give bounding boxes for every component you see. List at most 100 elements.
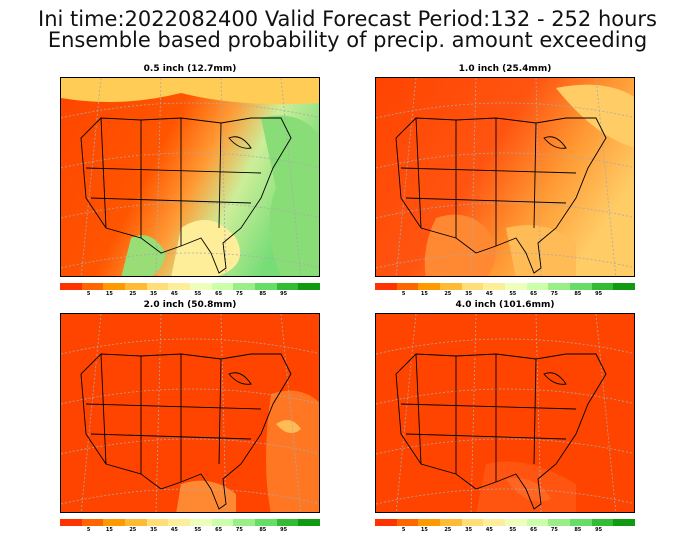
header-line-1: Ini time:2022082400 Valid Forecast Perio… — [38, 7, 657, 31]
colorbar-swatch — [211, 283, 234, 290]
colorbar-swatch — [125, 519, 147, 526]
colorbar-label: 15 — [420, 291, 428, 297]
colorbar-label: 35 — [465, 527, 473, 533]
colorbar-swatch — [168, 283, 191, 290]
colorbar-label: 35 — [150, 527, 158, 533]
colorbar-labels: 5 15 25 35 45 55 65 75 85 95 — [60, 527, 320, 535]
colorbar-swatch — [548, 283, 571, 290]
colorbar-label: 5 — [86, 527, 91, 533]
colorbar-swatch — [276, 283, 299, 290]
colorbar-label: 75 — [235, 527, 243, 533]
colorbar-swatch — [146, 283, 169, 290]
colorbar-swatch — [276, 519, 299, 526]
colorbar-swatch — [233, 519, 256, 526]
colorbar-label: 45 — [170, 527, 178, 533]
colorbar-swatch — [440, 283, 462, 290]
colorbar-label: 85 — [259, 527, 267, 533]
colorbar-swatch — [60, 519, 82, 526]
colorbar-label: 95 — [595, 527, 603, 533]
colorbar-label: 85 — [574, 291, 582, 297]
panel-title: 4.0 inch (101.6mm) — [455, 300, 555, 310]
colorbar-label: 55 — [194, 291, 202, 297]
colorbar-swatch — [255, 519, 277, 526]
colorbar-swatch — [570, 519, 592, 526]
colorbar-label: 15 — [105, 527, 113, 533]
colorbar-swatch — [591, 519, 614, 526]
colorbar-label: 45 — [485, 291, 493, 297]
colorbar-swatch — [103, 283, 126, 290]
colorbar-label: 95 — [595, 291, 603, 297]
colorbar-label: 55 — [194, 527, 202, 533]
panel-title: 1.0 inch (25.4mm) — [458, 64, 552, 74]
probability-map — [375, 313, 635, 513]
colorbar-label: 25 — [129, 527, 137, 533]
colorbar — [60, 283, 321, 290]
header-line-2: Ensemble based probability of precip. am… — [47, 28, 648, 52]
colorbar-swatch — [190, 519, 212, 526]
colorbar-swatch — [233, 283, 256, 290]
colorbar-swatch — [146, 519, 169, 526]
colorbar-swatch — [396, 519, 419, 526]
map-graphic — [376, 314, 634, 512]
colorbar-label: 95 — [280, 291, 288, 297]
colorbar-labels: 5 15 25 35 45 55 65 75 85 95 — [375, 527, 635, 535]
colorbar-swatch — [81, 283, 104, 290]
colorbar-swatch — [81, 519, 104, 526]
map-graphic — [61, 78, 319, 276]
colorbar-swatch — [375, 283, 397, 290]
colorbar — [60, 519, 321, 526]
probability-map — [375, 77, 635, 277]
colorbar-label: 75 — [550, 291, 558, 297]
colorbar — [375, 519, 636, 526]
colorbar-label: 65 — [530, 527, 538, 533]
colorbar-swatch — [298, 519, 321, 526]
colorbar-label: 25 — [444, 527, 452, 533]
colorbar-label: 45 — [170, 291, 178, 297]
colorbar-swatch — [505, 283, 527, 290]
colorbar-swatch — [168, 519, 191, 526]
colorbar-swatch — [613, 519, 636, 526]
colorbar-swatch — [60, 283, 82, 290]
colorbar — [375, 283, 636, 290]
colorbar-swatch — [526, 283, 549, 290]
colorbar-swatch — [526, 519, 549, 526]
colorbar-swatch — [103, 519, 126, 526]
colorbar-label: 75 — [235, 291, 243, 297]
colorbar-label: 85 — [259, 291, 267, 297]
colorbar-label: 5 — [86, 291, 91, 297]
colorbar-label: 15 — [105, 291, 113, 297]
colorbar-swatch — [461, 519, 484, 526]
colorbar-swatch — [591, 283, 614, 290]
colorbar-label: 35 — [465, 291, 473, 297]
colorbar-label: 65 — [215, 291, 223, 297]
colorbar-swatch — [396, 283, 419, 290]
map-graphic — [376, 78, 634, 276]
colorbar-label: 85 — [574, 527, 582, 533]
colorbar-labels: 5 15 25 35 45 55 65 75 85 95 — [375, 291, 635, 299]
colorbar-label: 55 — [509, 527, 517, 533]
colorbar-swatch — [461, 283, 484, 290]
colorbar-label: 95 — [280, 527, 288, 533]
colorbar-swatch — [440, 519, 462, 526]
map-graphic — [61, 314, 319, 512]
colorbar-swatch — [418, 519, 441, 526]
colorbar-label: 15 — [420, 527, 428, 533]
colorbar-swatch — [548, 519, 571, 526]
colorbar-swatch — [298, 283, 321, 290]
colorbar-label: 45 — [485, 527, 493, 533]
colorbar-label: 65 — [530, 291, 538, 297]
colorbar-swatch — [255, 283, 277, 290]
colorbar-swatch — [613, 283, 636, 290]
colorbar-label: 25 — [444, 291, 452, 297]
colorbar-swatch — [375, 519, 397, 526]
colorbar-label: 55 — [509, 291, 517, 297]
probability-map — [60, 313, 320, 513]
panel-title: 2.0 inch (50.8mm) — [143, 300, 237, 310]
colorbar-label: 5 — [401, 291, 406, 297]
colorbar-swatch — [483, 283, 506, 290]
colorbar-label: 75 — [550, 527, 558, 533]
panel-title: 0.5 inch (12.7mm) — [143, 64, 237, 74]
colorbar-swatch — [211, 519, 234, 526]
colorbar-label: 35 — [150, 291, 158, 297]
colorbar-label: 65 — [215, 527, 223, 533]
